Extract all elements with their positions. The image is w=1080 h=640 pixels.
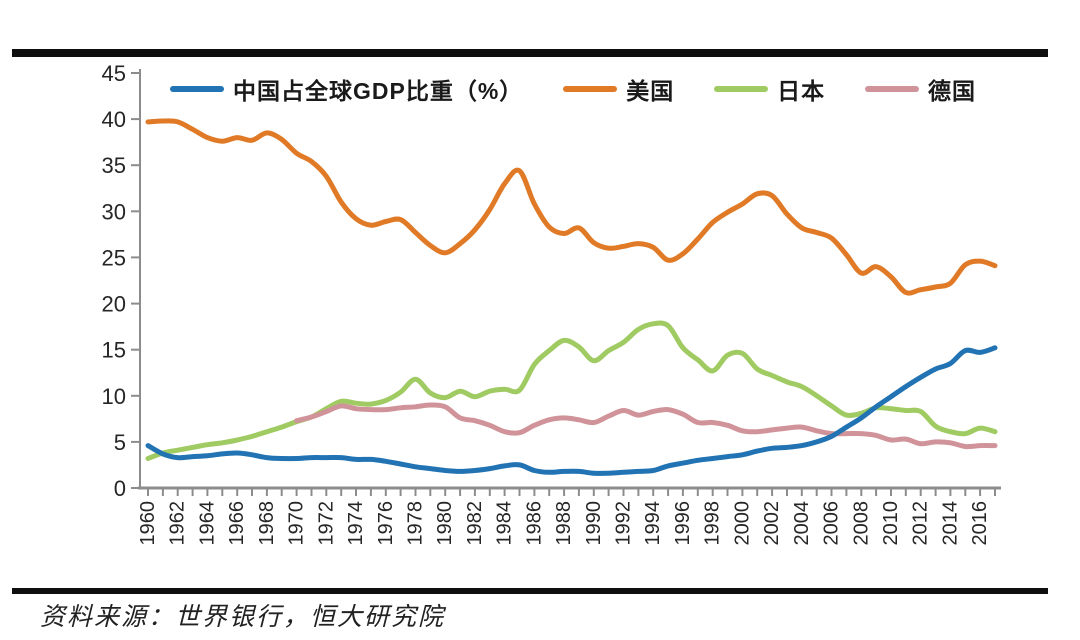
x-tick-label: 1998 — [702, 501, 724, 546]
x-tick-label: 1962 — [167, 501, 189, 546]
x-tick-label: 1994 — [642, 501, 664, 546]
y-tick-label: 10 — [102, 384, 126, 409]
japan-line-swatch — [714, 86, 769, 92]
y-tick-label: 45 — [102, 61, 126, 86]
x-tick-label: 1978 — [405, 501, 427, 546]
y-tick-label: 20 — [102, 292, 126, 317]
x-tick-label: 1964 — [196, 501, 218, 546]
x-tick-label: 2004 — [791, 501, 813, 546]
x-tick-label: 1974 — [345, 501, 367, 546]
x-tick-label: 1986 — [523, 501, 545, 546]
china-line-swatch — [170, 86, 224, 92]
x-tick-label: 2002 — [761, 501, 783, 546]
top-rule — [12, 49, 1048, 57]
legend-label-japan: 日本 — [777, 78, 826, 104]
germany-line-swatch — [864, 86, 919, 92]
x-tick-label: 2010 — [880, 501, 902, 546]
x-tick-label: 2008 — [850, 501, 872, 546]
x-tick-label: 2006 — [821, 501, 843, 546]
x-tick-label: 1984 — [494, 501, 516, 546]
legend-label-germany: 德国 — [927, 78, 976, 104]
x-tick-label: 1966 — [226, 501, 248, 546]
legend-item-germany: 德国 — [864, 72, 976, 106]
series-line-china — [145, 345, 998, 476]
x-tick-label: 2012 — [910, 501, 932, 546]
series-line-germany — [294, 402, 998, 450]
x-tick-label: 1982 — [464, 501, 486, 545]
series-line-usa — [145, 118, 998, 296]
y-tick-label: 5 — [114, 430, 126, 455]
x-tick-label: 1980 — [434, 501, 456, 546]
x-tick-label: 1996 — [672, 501, 694, 546]
y-tick-label: 0 — [114, 476, 126, 501]
legend-label-usa: 美国 — [626, 78, 675, 104]
y-tick-label: 30 — [102, 199, 126, 224]
usa-line-swatch — [563, 86, 618, 92]
x-tick-label: 1992 — [613, 501, 635, 546]
x-tick-label: 2016 — [969, 501, 991, 546]
legend-label-china: 中国占全球GDP比重（%） — [233, 78, 524, 104]
x-tick-label: 2014 — [939, 501, 961, 546]
x-tick-label: 1970 — [286, 501, 308, 546]
series-line-japan — [145, 320, 998, 461]
x-tick-label: 1960 — [137, 501, 159, 546]
y-tick-label: 35 — [102, 153, 126, 178]
x-tick-label: 1990 — [583, 501, 605, 546]
x-tick-label: 1976 — [375, 501, 397, 546]
x-tick-label: 2000 — [731, 501, 753, 546]
x-tick-label: 1972 — [315, 501, 337, 546]
x-tick-label: 1968 — [256, 501, 278, 546]
source-note: 资料来源：世界银行，恒大研究院 — [40, 604, 446, 631]
legend-item-china: 中国占全球GDP比重（%） — [170, 72, 523, 106]
x-tick-label: 1988 — [553, 501, 575, 546]
legend-item-usa: 美国 — [563, 72, 674, 106]
chart-legend: 中国占全球GDP比重（%） 美国 日本 德国 — [170, 72, 976, 106]
legend-item-japan: 日本 — [714, 72, 825, 106]
y-tick-label: 15 — [102, 338, 126, 363]
bottom-rule — [12, 588, 1048, 594]
y-tick-label: 25 — [102, 245, 126, 270]
y-tick-label: 40 — [102, 107, 126, 132]
